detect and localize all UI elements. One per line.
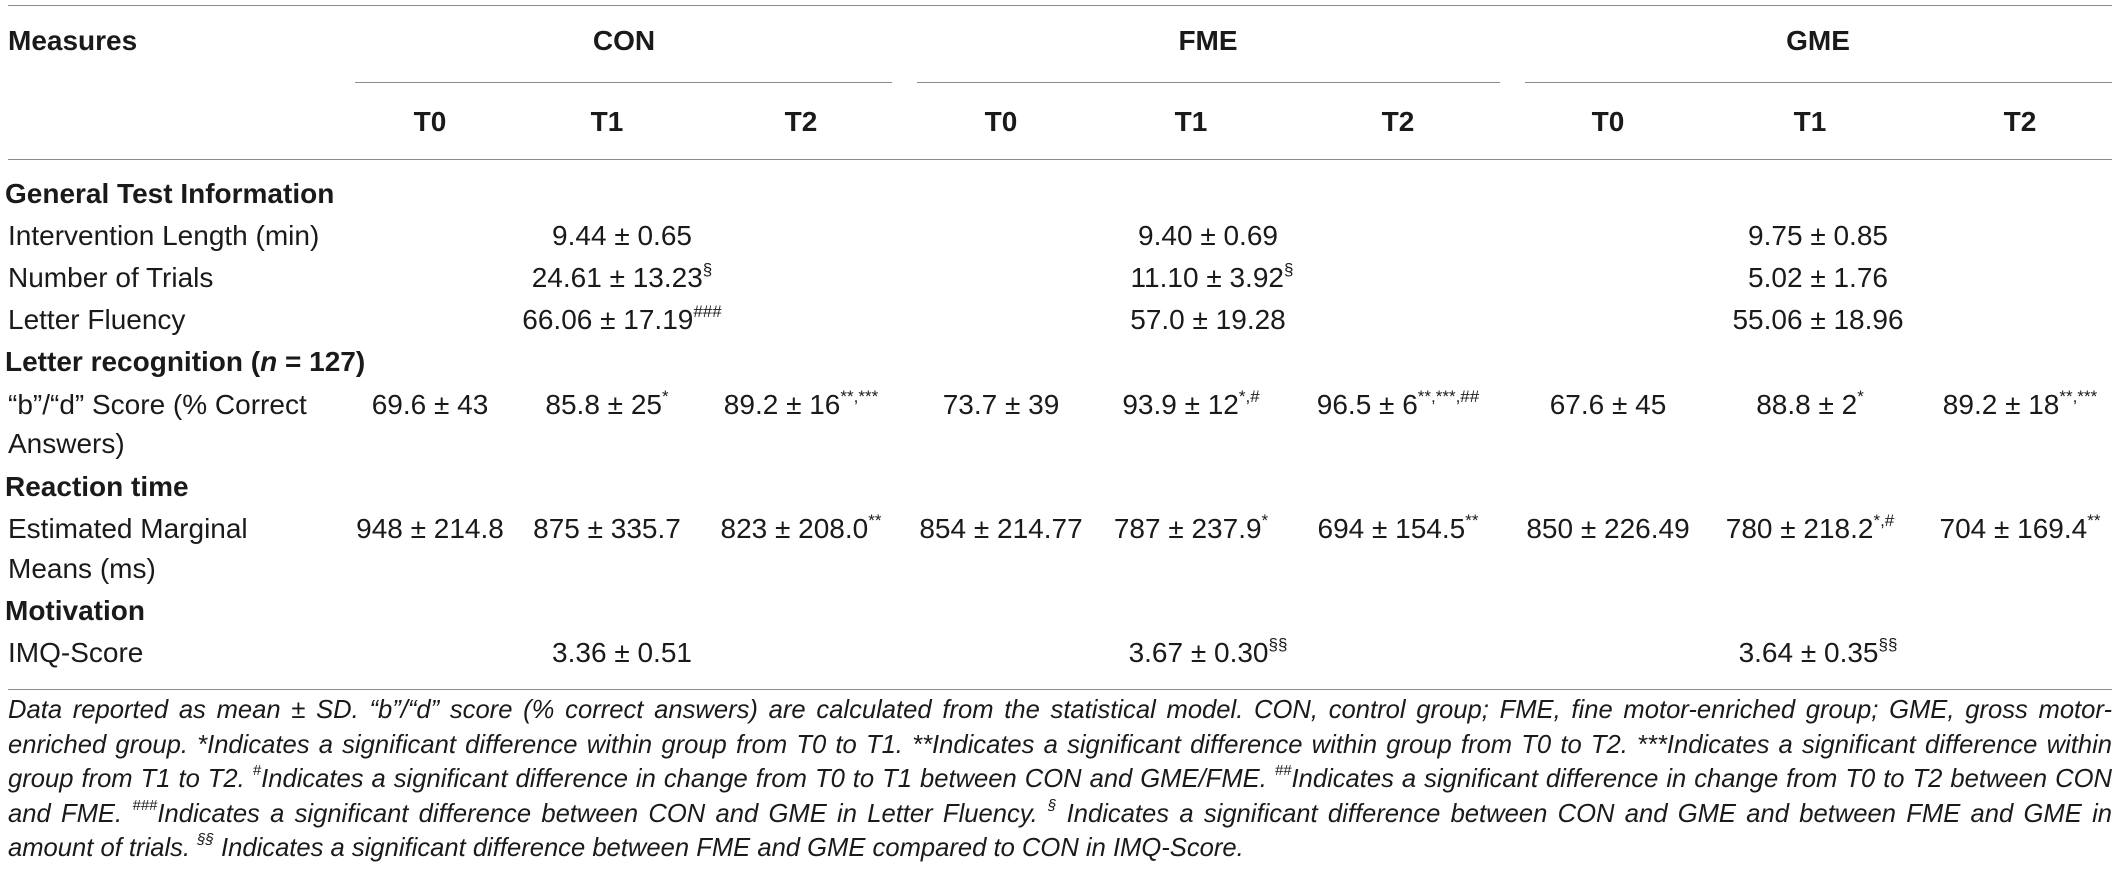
cell-emm-fme-t1: 787 ± 237.9* — [1113, 510, 1269, 544]
cell-fluency-fme: 57.0 ± 19.28 — [1130, 304, 1286, 335]
cell-emm-con-t0: 948 ± 214.8 — [356, 513, 504, 544]
cell-intervention-fme: 9.40 ± 0.69 — [1138, 220, 1278, 251]
header-con-t2: T2 — [784, 106, 818, 137]
table-top-rule — [8, 5, 2112, 6]
cell-bd-gme-t2: 89.2 ± 18**,*** — [1942, 386, 2098, 420]
cell-emm-gme-t1: 780 ± 218.2*,# — [1725, 510, 1895, 544]
section-motivation: Motivation — [5, 595, 145, 626]
cell-bd-gme-t1: 88.8 ± 2* — [1756, 386, 1864, 420]
cell-trials-con: 24.61 ± 13.23§ — [531, 259, 713, 293]
cell-bd-fme-t0: 73.7 ± 39 — [942, 389, 1060, 420]
row-label-bd-line1: “b”/“d” Score (% Correct — [8, 389, 307, 420]
con-group-rule — [355, 82, 892, 83]
fme-group-rule — [917, 82, 1500, 83]
cell-emm-fme-t2: 694 ± 154.5** — [1317, 510, 1479, 544]
section-general: General Test Information — [5, 178, 335, 209]
cell-imq-fme: 3.67 ± 0.30§§ — [1128, 634, 1288, 668]
cell-imq-con: 3.36 ± 0.51 — [552, 637, 692, 668]
cell-bd-con-t2: 89.2 ± 16**,*** — [723, 386, 879, 420]
row-label-fluency: Letter Fluency — [8, 304, 186, 335]
row-label-emm-line1: Estimated Marginal — [8, 513, 248, 544]
header-fme-t1: T1 — [1174, 106, 1208, 137]
header-fme-t0: T0 — [984, 106, 1018, 137]
cell-bd-fme-t2: 96.5 ± 6**,***,## — [1316, 386, 1480, 420]
cell-imq-gme: 3.64 ± 0.35§§ — [1738, 634, 1898, 668]
cell-emm-gme-t2: 704 ± 169.4** — [1939, 510, 2101, 544]
section-reaction-time: Reaction time — [5, 471, 189, 502]
cell-emm-fme-t0: 854 ± 214.77 — [919, 513, 1083, 544]
gme-group-rule — [1525, 82, 2112, 83]
row-label-trials: Number of Trials — [8, 262, 214, 293]
cell-bd-fme-t1: 93.9 ± 12*,# — [1122, 386, 1260, 420]
header-gme-t0: T0 — [1591, 106, 1625, 137]
cell-intervention-con: 9.44 ± 0.65 — [552, 220, 692, 251]
header-gme-t1: T1 — [1793, 106, 1827, 137]
row-label-intervention: Intervention Length (min) — [8, 220, 320, 251]
cell-bd-gme-t0: 67.6 ± 45 — [1549, 389, 1667, 420]
cell-fluency-con: 66.06 ± 17.19### — [522, 301, 722, 335]
header-fme-t2: T2 — [1381, 106, 1415, 137]
header-group-gme: GME — [1786, 25, 1850, 56]
header-gme-t2: T2 — [2003, 106, 2037, 137]
row-label-bd-line2: Answers) — [8, 428, 125, 459]
cell-intervention-gme: 9.75 ± 0.85 — [1748, 220, 1888, 251]
table-bottom-rule — [8, 689, 2112, 690]
row-label-imq: IMQ-Score — [8, 637, 144, 668]
table-footnote: Data reported as mean ± SD. “b”/“d” scor… — [8, 696, 2112, 862]
row-label-emm-line2: Means (ms) — [8, 553, 156, 584]
header-group-fme: FME — [1178, 25, 1238, 56]
cell-emm-con-t1: 875 ± 335.7 — [533, 513, 681, 544]
cell-emm-gme-t0: 850 ± 226.49 — [1526, 513, 1690, 544]
cell-trials-gme: 5.02 ± 1.76 — [1748, 262, 1888, 293]
header-con-t0: T0 — [413, 106, 447, 137]
header-measures: Measures — [8, 25, 138, 56]
cell-emm-con-t2: 823 ± 208.0** — [720, 510, 882, 544]
cell-bd-con-t1: 85.8 ± 25* — [545, 386, 669, 420]
cell-fluency-gme: 55.06 ± 18.96 — [1732, 304, 1904, 335]
cell-bd-con-t0: 69.6 ± 43 — [371, 389, 489, 420]
cell-trials-fme: 11.10 ± 3.92§ — [1130, 259, 1294, 293]
header-group-con: CON — [592, 25, 656, 56]
section-letter-recognition: Letter recognition (n = 127) — [5, 346, 366, 377]
header-bottom-rule — [8, 159, 2112, 160]
header-con-t1: T1 — [590, 106, 624, 137]
